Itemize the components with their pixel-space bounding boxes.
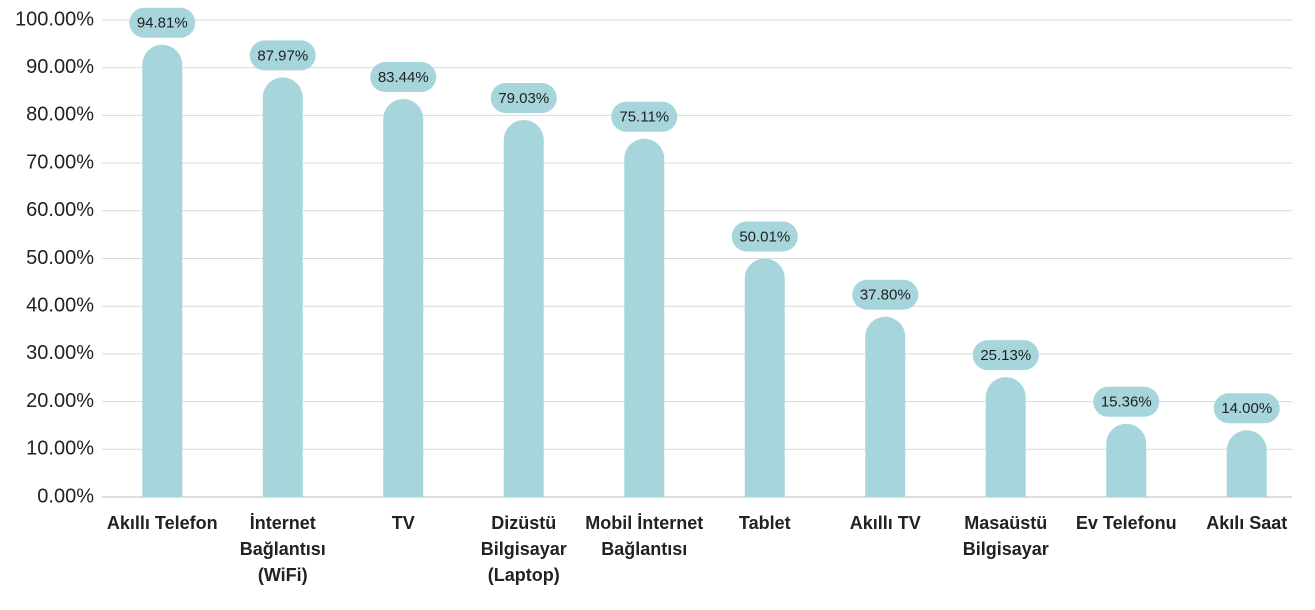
y-tick-label: 20.00% [26, 390, 94, 412]
x-tick-label: TV [391, 513, 415, 533]
value-label: 79.03% [498, 90, 549, 107]
bar [262, 77, 303, 497]
bar [1226, 430, 1267, 497]
y-tick-label: 100.00% [15, 8, 94, 30]
bar [142, 44, 183, 498]
bar [1106, 423, 1147, 497]
x-tick-label: Dizüstü Bilgisayar (Laptop) [480, 513, 567, 585]
value-label-bg [1093, 386, 1160, 417]
y-tick-label: 90.00% [26, 56, 94, 78]
y-tick-label: 0.00% [37, 485, 94, 507]
y-tick-label: 40.00% [26, 294, 94, 316]
value-label: 83.44% [378, 69, 429, 86]
value-label-bg [370, 61, 437, 92]
x-tick-label: Mobil İnternet Bağlantısı [585, 513, 704, 559]
value-label-bg [1213, 393, 1280, 424]
value-label: 25.13% [980, 347, 1031, 364]
value-label: 94.81% [137, 15, 188, 32]
value-label-bg [129, 7, 196, 38]
bar [985, 377, 1026, 497]
x-tick-label: Ev Telefonu [1075, 513, 1177, 533]
y-tick-label: 80.00% [26, 104, 94, 126]
value-label: 87.97% [257, 47, 308, 64]
x-tick-label: İnternet Bağlantısı (WiFi) [239, 513, 326, 585]
value-label-bg [852, 279, 919, 310]
bar [744, 258, 785, 497]
value-label: 75.11% [619, 109, 669, 126]
bar [503, 120, 544, 497]
value-label-bg [611, 101, 678, 132]
x-tick-label: Tablet [738, 513, 791, 533]
value-label-bg [249, 40, 316, 71]
y-tick-label: 60.00% [26, 199, 94, 221]
value-label: 15.36% [1101, 394, 1152, 411]
value-label-bg [490, 83, 557, 114]
x-tick-label: Akıllı Telefon [106, 513, 218, 533]
value-label: 37.80% [860, 287, 911, 304]
x-tick-label: Akılı Saat [1206, 513, 1288, 533]
value-label-bg [972, 340, 1039, 371]
bar [624, 138, 665, 498]
value-label: 50.01% [739, 228, 790, 245]
bar [383, 98, 424, 497]
x-tick-label: Akıllı TV [849, 513, 921, 533]
y-tick-label: 10.00% [26, 438, 94, 460]
x-tick-label: Masaüstü Bilgisayar [962, 513, 1049, 559]
y-tick-label: 50.00% [26, 247, 94, 269]
y-tick-label: 70.00% [26, 151, 94, 173]
bar [865, 316, 906, 497]
value-label-bg [731, 221, 798, 252]
y-tick-label: 30.00% [26, 342, 94, 364]
value-label: 14.00% [1221, 400, 1272, 417]
